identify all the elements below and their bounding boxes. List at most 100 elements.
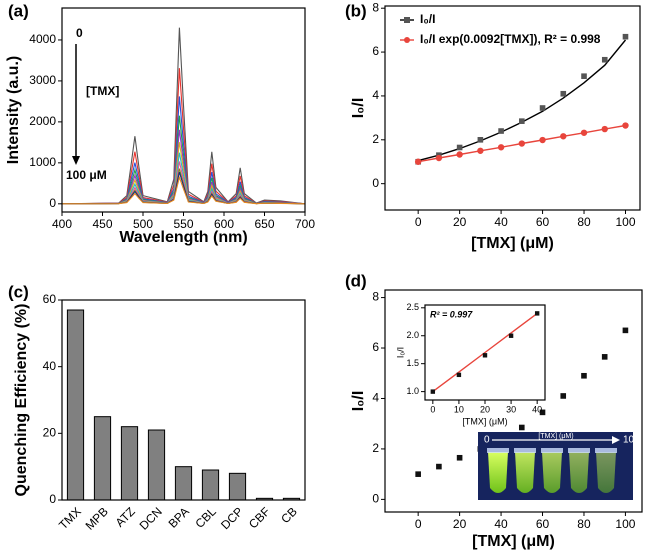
x-tick-label: TMX [56, 504, 84, 532]
vial [596, 452, 616, 493]
y-axis-label: I₀/I [350, 98, 367, 119]
data-point [497, 144, 505, 151]
vial-cap [595, 448, 617, 453]
bar [228, 472, 247, 501]
data-point [415, 471, 421, 477]
x-tick-label: 60 [536, 517, 550, 531]
x-tick-label: 100 [615, 517, 635, 531]
plot-frame [61, 7, 306, 213]
photo-label: 0 [484, 435, 490, 446]
x-tick-label: 600 [214, 217, 234, 231]
data-point [482, 353, 488, 358]
x-tick-label: 100 [615, 215, 635, 229]
data-point [414, 158, 422, 165]
bar [93, 416, 112, 501]
y-tick-label: 0 [372, 176, 379, 190]
y-tick-label: 40 [43, 359, 57, 373]
x-tick-label: 20 [480, 404, 490, 414]
x-tick-label: 40 [494, 215, 508, 229]
x-tick-label: 400 [52, 217, 72, 231]
vial [569, 452, 589, 493]
y-tick-label: 2.0 [406, 330, 419, 340]
panel-label: (d) [345, 271, 367, 290]
legend-label: I₀/I exp(0.0092[TMX]), R² = 0.998 [420, 32, 601, 46]
data-point [436, 463, 442, 470]
data-point [539, 105, 546, 111]
x-tick-label: 500 [133, 217, 153, 231]
photo-label: 100 [623, 435, 640, 446]
x-tick-label: MPB [83, 504, 111, 532]
vial-cap [568, 448, 590, 453]
y-tick-label: 8 [372, 0, 379, 14]
bar [174, 466, 193, 501]
y-axis-label: I₀/I [350, 391, 367, 412]
annotation: 100 μM [66, 168, 107, 182]
x-tick-label: 550 [173, 217, 193, 231]
x-tick-label: 30 [506, 404, 516, 414]
data-point [477, 137, 484, 143]
data-point [430, 389, 436, 394]
data-point [456, 454, 463, 461]
y-axis-label: Quenching Efficiency (%) [13, 304, 30, 497]
x-tick-label: CBL [192, 504, 219, 531]
plot-frame [424, 304, 546, 401]
data-point [601, 354, 608, 360]
vial-cap [541, 448, 563, 453]
plot-frame [384, 289, 643, 513]
data-point [518, 424, 525, 431]
fit-line [432, 312, 538, 393]
x-tick-label: DCP [218, 504, 246, 532]
data-point [519, 118, 525, 124]
y-tick-label: 6 [372, 44, 379, 58]
y-axis-label: Intensity (a.u.) [5, 56, 22, 164]
x-axis-label: [TMX] (μM) [462, 416, 507, 426]
panel-label: (b) [345, 1, 367, 20]
photo-label: [TMX] (μM) [538, 433, 573, 440]
x-tick-label: 10 [454, 404, 464, 414]
annotation: R² = 0.997 [430, 309, 473, 319]
data-point [539, 409, 546, 416]
x-axis-label: Wavelength (nm) [119, 229, 247, 246]
x-tick-label: 0 [430, 404, 435, 414]
annotation: 0 [76, 26, 83, 40]
y-tick-label: 4 [372, 391, 379, 405]
data-point [560, 133, 567, 140]
data-point [601, 125, 608, 133]
data-point [560, 90, 567, 97]
panel-label: (a) [8, 1, 29, 20]
x-tick-label: 450 [92, 217, 112, 231]
y-tick-label: 6 [372, 340, 379, 354]
bar [120, 426, 139, 501]
data-point [518, 140, 526, 147]
data-point [435, 154, 443, 162]
y-tick-label: 0 [49, 196, 56, 210]
data-point [534, 311, 540, 316]
spectrum-line [61, 27, 306, 205]
y-tick-label: 60 [43, 292, 57, 306]
spectrum-line [61, 175, 306, 205]
x-tick-label: DCN [137, 504, 165, 532]
y-tick-label: 4000 [29, 32, 56, 46]
data-point [456, 372, 462, 378]
x-tick-label: 40 [494, 517, 508, 531]
bar [147, 429, 166, 501]
data-point [622, 33, 629, 40]
vial-cap [514, 448, 536, 453]
data-point [498, 128, 504, 134]
y-tick-label: 4 [372, 88, 379, 102]
spectrum-line [61, 68, 306, 205]
y-tick-label: 2 [372, 132, 379, 146]
x-axis-label: [TMX] (μM) [471, 235, 554, 252]
x-tick-label: ATZ [113, 504, 138, 529]
vial [488, 452, 508, 493]
vial-photo: 0 [TMX] (μM) 100 [478, 432, 640, 500]
data-point [539, 136, 546, 144]
y-tick-label: 1.0 [406, 386, 419, 396]
y-tick-label: 20 [43, 426, 57, 440]
data-point [581, 372, 587, 379]
x-tick-label: CBF [246, 504, 273, 531]
data-point [560, 393, 567, 399]
x-tick-label: 40 [532, 404, 542, 414]
data-point [622, 327, 629, 334]
